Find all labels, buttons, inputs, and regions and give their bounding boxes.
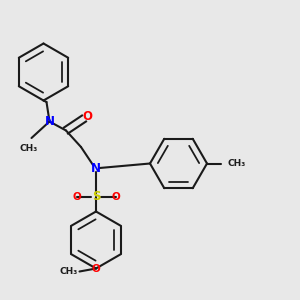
Text: CH₃: CH₃ xyxy=(60,267,78,276)
Text: CH₃: CH₃ xyxy=(228,159,246,168)
Text: S: S xyxy=(92,190,100,203)
Text: N: N xyxy=(91,161,101,175)
Text: O: O xyxy=(82,110,93,123)
Text: N: N xyxy=(44,115,55,128)
Text: O: O xyxy=(92,263,100,274)
Text: CH₃: CH₃ xyxy=(20,144,38,153)
Text: O: O xyxy=(72,191,81,202)
Text: O: O xyxy=(111,191,120,202)
